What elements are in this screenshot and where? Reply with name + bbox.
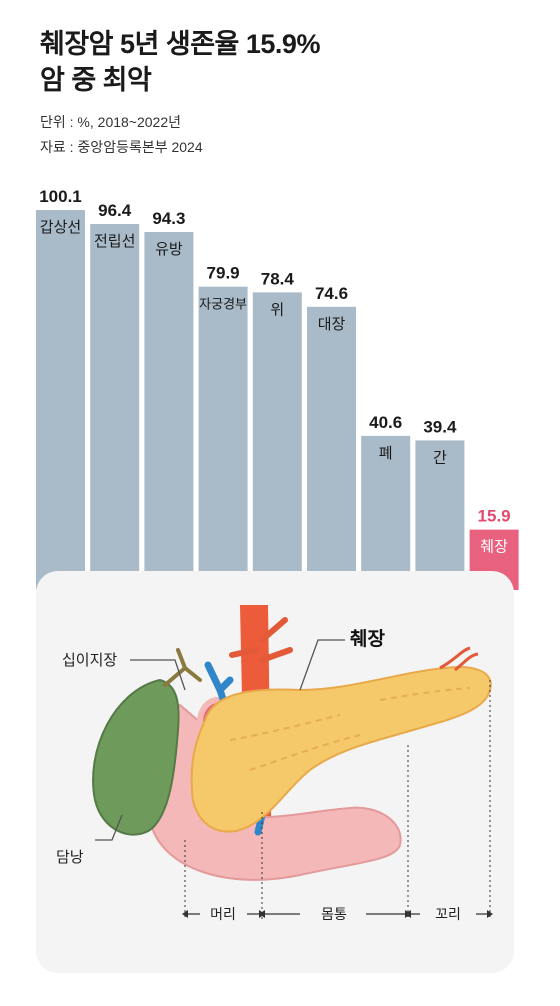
category-label: 대장 bbox=[318, 316, 346, 333]
page-title: 췌장암 5년 생존율 15.9% 암 중 최악 bbox=[40, 26, 320, 98]
leader-pancreas bbox=[299, 639, 345, 691]
bar-폐 bbox=[361, 435, 411, 590]
bile-duct bbox=[163, 648, 202, 687]
arrowhead bbox=[405, 910, 411, 918]
unit-note: 단위 : %, 2018~2022년 bbox=[40, 114, 182, 130]
bar-위 bbox=[252, 292, 302, 590]
bar-대장 bbox=[307, 306, 356, 590]
bar-전립선 bbox=[90, 224, 140, 590]
value-label: 39.4 bbox=[423, 417, 457, 436]
value-label: 15.9 bbox=[478, 507, 511, 526]
arrowhead bbox=[487, 910, 493, 918]
bar-갑상선 bbox=[36, 210, 85, 590]
category-label: 간 bbox=[433, 449, 447, 466]
category-label: 갑상선 bbox=[40, 219, 81, 236]
title-line-2: 암 중 최악 bbox=[40, 65, 152, 95]
value-label: 100.1 bbox=[39, 187, 82, 206]
value-label: 94.3 bbox=[152, 209, 185, 228]
bar-chart: 100.1 갑상선 96.4 전립선 94.3 유방 79.9 자궁경부 78.4 위 74.6 대장… bbox=[36, 187, 519, 590]
label-gallbladder: 담낭 bbox=[56, 849, 84, 866]
category-label: 자궁경부 bbox=[199, 297, 247, 312]
value-label: 96.4 bbox=[98, 201, 132, 220]
splenic-vessels bbox=[439, 646, 479, 672]
gallbladder-shape bbox=[92, 678, 180, 836]
value-label: 78.4 bbox=[261, 269, 295, 288]
arrowhead bbox=[182, 910, 188, 918]
label-body: 몸통 bbox=[321, 906, 347, 922]
label-duodenum: 십이지장 bbox=[62, 652, 117, 669]
artery-branch bbox=[229, 617, 293, 663]
value-label: 79.9 bbox=[207, 264, 240, 283]
bar-자궁경부 bbox=[198, 286, 248, 590]
leader-gallbladder bbox=[95, 814, 123, 841]
label-head: 머리 bbox=[210, 906, 236, 922]
category-label: 폐 bbox=[379, 445, 393, 462]
value-label: 74.6 bbox=[315, 284, 348, 303]
bar-간 bbox=[415, 440, 465, 590]
leader-duodenum bbox=[130, 659, 186, 691]
title-line-1: 췌장암 5년 생존율 15.9% bbox=[40, 29, 320, 59]
arrowhead bbox=[259, 910, 265, 918]
source-note: 자료 : 중앙암등록본부 2024 bbox=[40, 139, 203, 155]
category-label: 췌장 bbox=[480, 539, 508, 556]
label-pancreas: 췌장 bbox=[350, 628, 385, 650]
pancreas-shape bbox=[190, 666, 492, 833]
category-label: 유방 bbox=[155, 241, 183, 258]
label-tail: 꼬리 bbox=[435, 906, 461, 922]
value-label: 40.6 bbox=[369, 413, 402, 432]
category-label: 위 bbox=[270, 301, 284, 318]
pancreas-texture bbox=[229, 687, 471, 771]
bar-유방 bbox=[144, 232, 194, 590]
category-label: 전립선 bbox=[94, 233, 135, 250]
